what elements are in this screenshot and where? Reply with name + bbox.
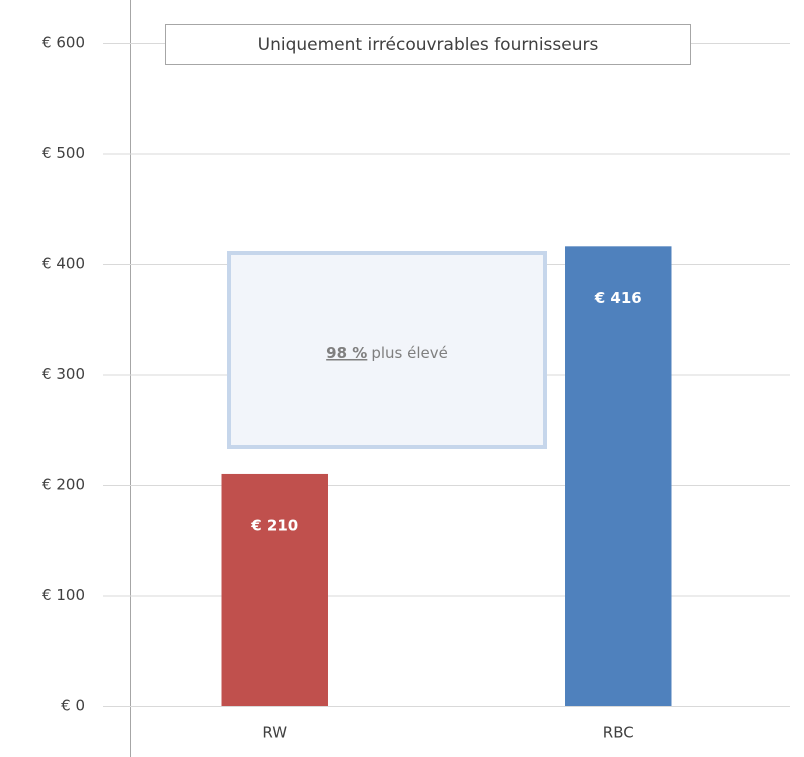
- y-tick-label: € 600: [42, 34, 85, 52]
- y-tick-label: € 400: [42, 255, 85, 273]
- annotation-box: [227, 251, 547, 449]
- y-tick-label: € 0: [61, 697, 85, 715]
- title-box: [165, 24, 691, 65]
- data-label: € 416: [594, 289, 642, 307]
- annotation-label: 98 %: [326, 344, 367, 362]
- chart-title: Uniquement irrécouvrables fournisseurs: [258, 35, 599, 55]
- bar: [221, 473, 328, 706]
- y-tick-label: € 200: [42, 476, 85, 494]
- x-tick-label: RW: [262, 724, 287, 742]
- annotation-text: plus élevé: [371, 344, 448, 362]
- x-tick-label: RBC: [603, 724, 634, 742]
- y-tick-label: € 100: [42, 586, 85, 604]
- data-label: € 210: [250, 516, 298, 534]
- annotation: 98 % plus élevé: [326, 344, 448, 362]
- marks: € 210 € 416: [221, 246, 672, 706]
- y-tick-label: € 500: [42, 144, 85, 162]
- bar: [565, 246, 672, 706]
- y-tick-label: € 300: [42, 365, 85, 383]
